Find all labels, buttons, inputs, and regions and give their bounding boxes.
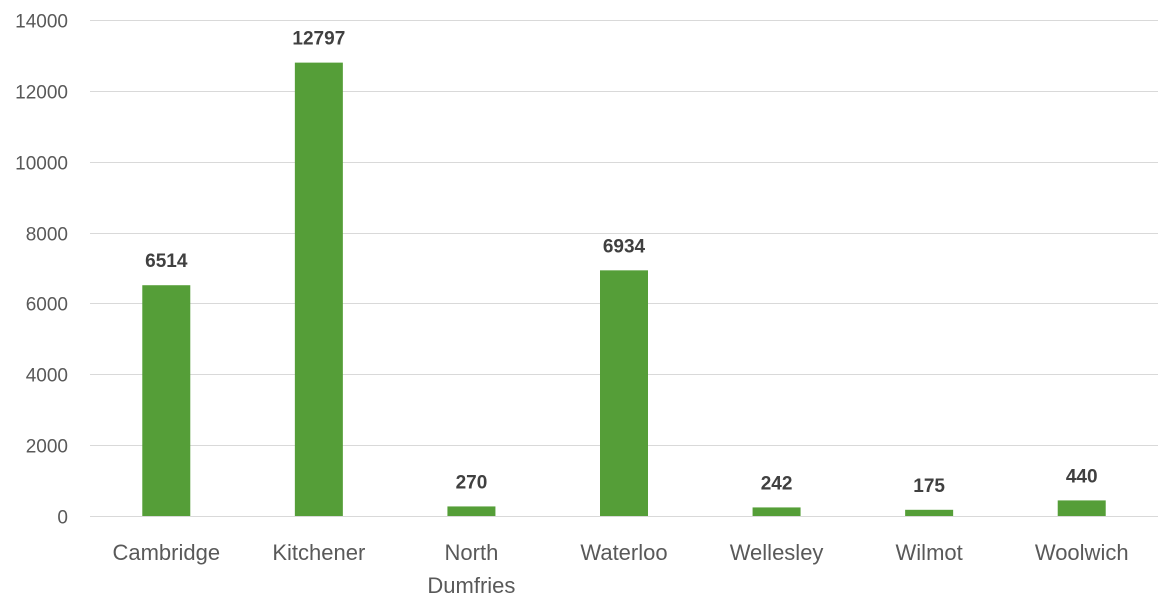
data-label: 12797 <box>292 29 345 50</box>
x-tick-label: Wilmot <box>896 540 963 565</box>
bar <box>447 506 496 516</box>
y-tick-label: 10000 <box>15 154 68 175</box>
x-tick-label: North <box>445 540 499 565</box>
x-tick-label: Wellesley <box>730 540 824 565</box>
data-label: 175 <box>913 476 945 497</box>
x-tick-label: Cambridge <box>112 540 220 565</box>
y-tick-label: 8000 <box>26 225 68 246</box>
bars <box>142 62 1106 516</box>
bar <box>1057 500 1106 516</box>
bar <box>294 62 343 516</box>
y-tick-label: 12000 <box>15 83 68 104</box>
bar <box>905 509 954 516</box>
x-tick-label: Woolwich <box>1035 540 1129 565</box>
data-label: 270 <box>456 472 488 493</box>
y-axis: 0 2000 4000 6000 8000 10000 12000 14000 <box>15 12 68 529</box>
data-label: 440 <box>1066 466 1098 487</box>
x-axis: Cambridge Kitchener North Dumfries Waterloo W… <box>112 540 1128 598</box>
x-tick-label: Dumfries <box>427 573 515 598</box>
data-label: 242 <box>761 473 793 494</box>
data-label: 6514 <box>145 251 188 272</box>
x-tick-label: Kitchener <box>272 540 365 565</box>
bar <box>142 285 191 516</box>
x-tick-label: Waterloo <box>580 540 667 565</box>
bar <box>600 270 648 516</box>
y-tick-label: 4000 <box>26 366 68 387</box>
y-tick-label: 6000 <box>26 295 68 316</box>
data-labels: 6514 12797 270 6934 242 175 440 <box>145 29 1097 497</box>
data-label: 6934 <box>603 236 646 257</box>
y-tick-label: 2000 <box>26 437 68 458</box>
y-tick-label: 14000 <box>15 12 68 33</box>
y-tick-label: 0 <box>57 508 68 529</box>
bar <box>752 507 801 516</box>
